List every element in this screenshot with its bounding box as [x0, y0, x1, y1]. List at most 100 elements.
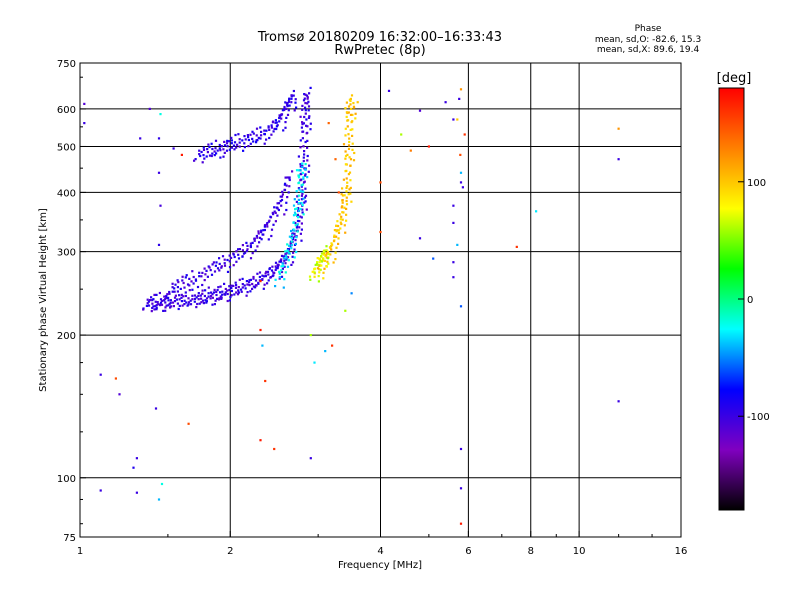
echo-point — [259, 280, 262, 283]
echo-point — [266, 282, 269, 285]
echo-point — [338, 213, 341, 216]
echo-point — [251, 130, 254, 133]
echo-point — [180, 293, 183, 296]
echo-point — [277, 263, 280, 266]
echo-point — [272, 213, 275, 216]
echo-point — [164, 309, 167, 312]
echo-point — [238, 141, 241, 144]
echo-point — [170, 305, 173, 308]
echo-point — [274, 211, 277, 214]
echo-point — [332, 240, 336, 243]
echo-point — [205, 155, 208, 158]
echo-point — [302, 156, 305, 159]
y-tick-label: 600 — [57, 105, 76, 116]
echo-point — [333, 229, 336, 232]
echo-point — [246, 248, 249, 251]
echo-point — [264, 275, 267, 278]
echo-point — [342, 178, 345, 181]
echo-point — [258, 241, 261, 244]
echo-point — [178, 304, 181, 307]
echo-point — [298, 220, 301, 223]
echo-point — [203, 267, 206, 270]
echo-point — [155, 306, 158, 309]
echo-point — [278, 116, 281, 119]
echo-point — [180, 300, 183, 303]
echo-point — [209, 297, 212, 300]
echo-point — [297, 198, 300, 201]
echo-point — [277, 202, 281, 205]
echo-point — [315, 263, 319, 266]
echo-point — [307, 109, 310, 112]
echo-point — [226, 258, 229, 262]
echo-point — [341, 211, 344, 214]
echo-point — [304, 102, 307, 105]
echo-point — [459, 153, 462, 156]
echo-point — [350, 200, 353, 203]
echo-point — [230, 286, 233, 290]
echo-point — [345, 213, 348, 216]
echo-point — [301, 121, 304, 124]
echo-point — [213, 154, 216, 157]
echo-point — [316, 257, 319, 260]
x-tick-label: 1 — [77, 546, 83, 557]
echo-point — [149, 299, 152, 302]
echo-point — [351, 134, 354, 137]
echo-point — [286, 113, 290, 116]
echo-point — [301, 211, 304, 214]
echo-point — [325, 249, 328, 252]
echo-point — [281, 262, 284, 265]
echo-point — [297, 207, 300, 210]
echo-point — [285, 254, 288, 257]
echo-point — [238, 278, 241, 281]
echo-point — [204, 273, 207, 276]
echo-point — [226, 292, 229, 296]
echo-point — [320, 264, 323, 267]
echo-point — [341, 199, 344, 202]
echo-point — [292, 251, 295, 254]
echo-point — [255, 234, 258, 238]
echo-point — [168, 292, 171, 295]
echo-point — [214, 147, 217, 150]
echo-point — [197, 294, 200, 297]
echo-point — [135, 457, 138, 460]
echo-point — [288, 104, 291, 107]
echo-point — [221, 293, 224, 296]
echo-point — [211, 303, 214, 306]
echo-point — [265, 270, 268, 273]
echo-point — [158, 291, 161, 295]
echo-point — [285, 116, 288, 119]
echo-point — [172, 305, 175, 308]
echo-point — [280, 198, 284, 202]
echo-point — [309, 457, 312, 460]
echo-point — [288, 97, 291, 100]
echo-point — [165, 296, 168, 299]
echo-point — [287, 109, 290, 112]
echo-point — [326, 257, 330, 260]
echo-point — [293, 256, 296, 259]
echo-point — [270, 126, 273, 129]
echo-point — [209, 269, 212, 272]
echo-point — [301, 165, 304, 169]
echo-point — [348, 137, 351, 140]
echo-point — [459, 88, 463, 91]
echo-point — [295, 250, 298, 254]
echo-point — [273, 127, 276, 130]
echo-point — [346, 185, 349, 188]
echo-point — [337, 224, 340, 228]
echo-point — [302, 197, 305, 200]
echo-point — [201, 283, 204, 287]
echo-point — [333, 235, 336, 238]
echo-point — [156, 301, 159, 304]
echo-point — [233, 293, 236, 296]
echo-point — [252, 140, 255, 143]
colorbar-tick-label: 100 — [747, 178, 766, 189]
echo-point — [283, 183, 286, 186]
echo-point — [205, 300, 208, 303]
echo-point — [185, 274, 188, 277]
echo-point — [299, 139, 302, 142]
echo-point — [458, 97, 461, 100]
echo-point — [344, 157, 347, 160]
echo-point — [304, 168, 307, 171]
echo-point — [350, 292, 353, 295]
echo-point — [244, 138, 247, 141]
